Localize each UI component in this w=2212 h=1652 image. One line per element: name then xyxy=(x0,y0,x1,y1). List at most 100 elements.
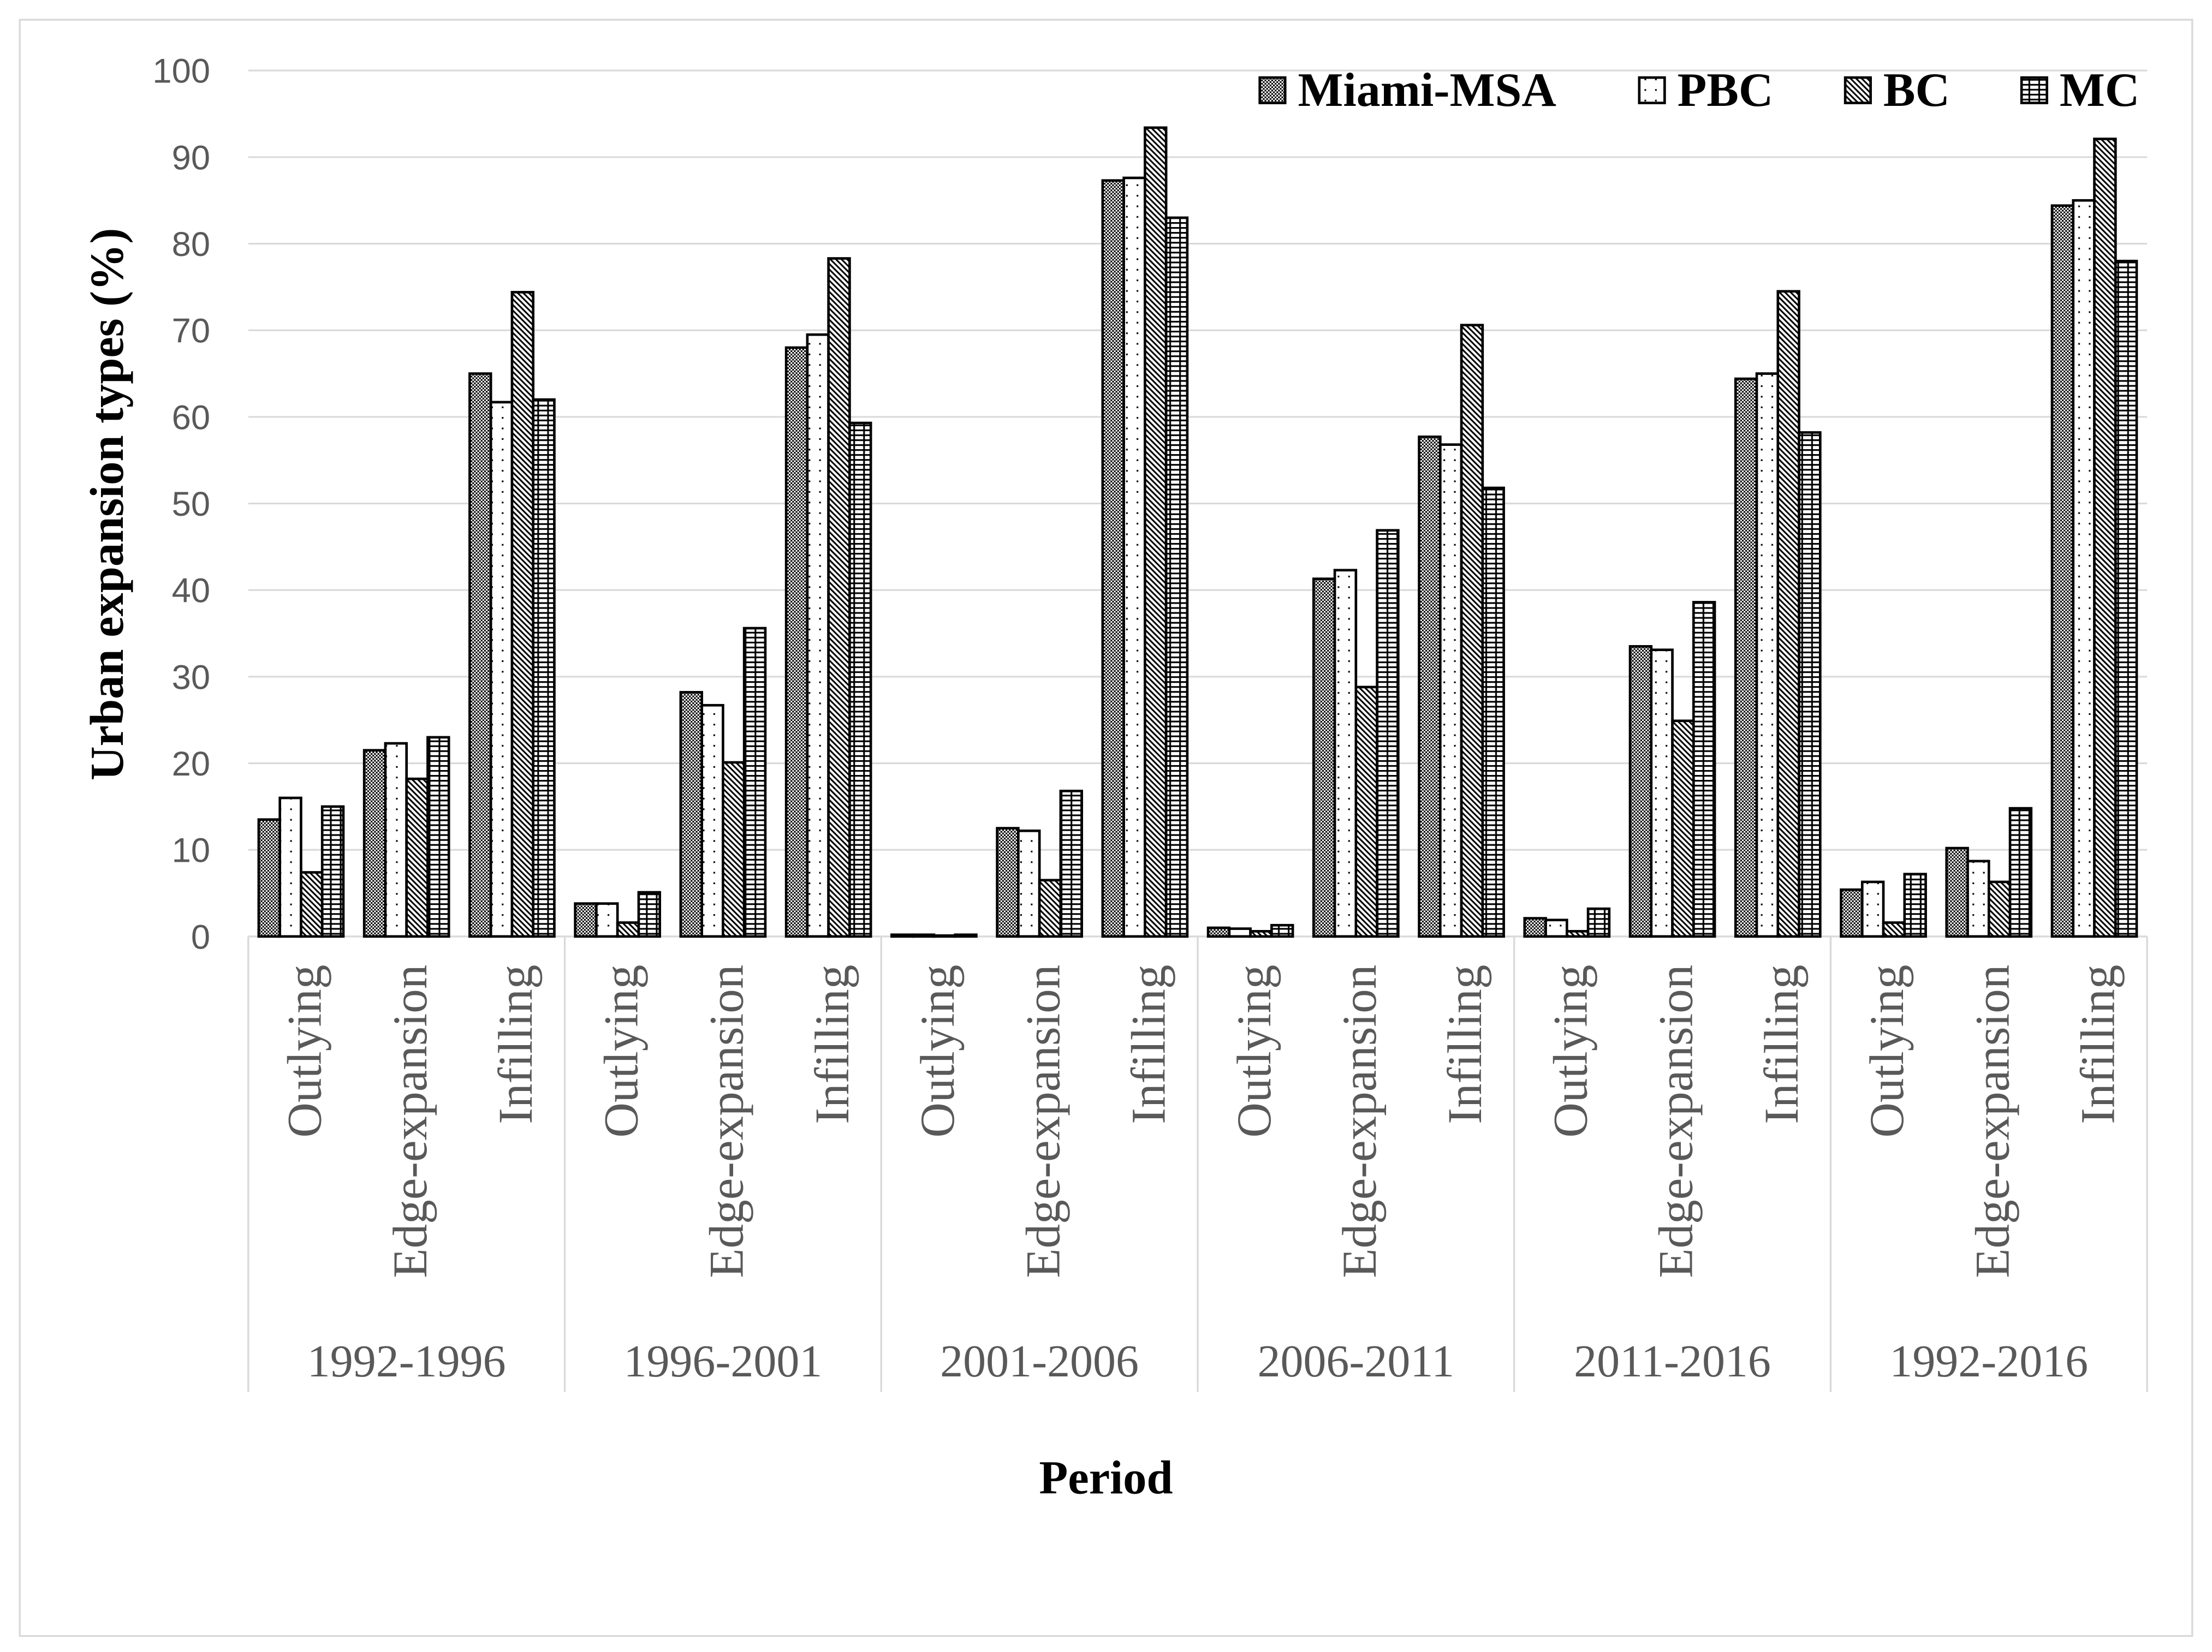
bar-pbc-infilling-2001-2006 xyxy=(1122,176,1146,938)
period-label: 1996-2001 xyxy=(623,1336,822,1387)
category-label-edge-expansion: Edge-expansion xyxy=(1650,965,1703,1278)
bar-pbc-edge-expansion-2006-2011 xyxy=(1333,569,1358,938)
bar-pbc-outlying-2011-2016 xyxy=(1544,919,1568,938)
bar-mc-infilling-1992-2016 xyxy=(2114,259,2138,938)
bar-miami-msa-infilling-1992-1996 xyxy=(468,372,492,938)
bar-mc-outlying-2001-2006 xyxy=(954,933,978,938)
bar-bc-outlying-1992-1996 xyxy=(300,871,324,938)
x-axis-title: Period xyxy=(1039,1452,1173,1504)
bar-pbc-outlying-2001-2006 xyxy=(911,933,936,938)
legend-item-mc: MC xyxy=(2020,64,2139,117)
bar-pbc-infilling-1996-2001 xyxy=(806,333,830,938)
bar-miami-msa-edge-expansion-2011-2016 xyxy=(1628,645,1653,938)
bar-miami-msa-edge-expansion-2006-2011 xyxy=(1312,577,1336,938)
bar-miami-msa-infilling-2011-2016 xyxy=(1734,377,1758,938)
bar-mc-outlying-2006-2011 xyxy=(1270,923,1294,938)
legend-label: PBC xyxy=(1678,64,1774,117)
bar-pbc-outlying-1996-2001 xyxy=(595,902,619,938)
legend-swatch xyxy=(1258,76,1287,104)
bar-bc-infilling-1996-2001 xyxy=(827,257,851,938)
category-label-infilling: Infilling xyxy=(1438,965,1492,1124)
bar-mc-infilling-2011-2016 xyxy=(1798,431,1822,938)
y-tick-label: 60 xyxy=(172,398,210,437)
y-tick-label: 50 xyxy=(172,485,210,523)
category-label-infilling: Infilling xyxy=(806,965,859,1124)
bar-bc-edge-expansion-2006-2011 xyxy=(1354,685,1378,938)
y-axis-title: Urban expansion types (%) xyxy=(81,228,133,780)
bar-miami-msa-infilling-2001-2006 xyxy=(1101,179,1125,938)
y-tick-label: 70 xyxy=(172,312,210,350)
bar-miami-msa-outlying-2011-2016 xyxy=(1523,917,1547,938)
bar-miami-msa-edge-expansion-2001-2006 xyxy=(996,827,1020,938)
category-label-infilling: Infilling xyxy=(2072,965,2125,1124)
gridlines xyxy=(248,69,2148,851)
bar-mc-outlying-1992-1996 xyxy=(320,805,345,938)
bar-miami-msa-infilling-1996-2001 xyxy=(784,346,809,938)
bar-mc-outlying-1996-2001 xyxy=(637,891,662,938)
bar-miami-msa-infilling-2006-2011 xyxy=(1418,436,1442,938)
bar-mc-infilling-1996-2001 xyxy=(848,421,872,938)
legend-swatch xyxy=(2020,76,2048,104)
bar-miami-msa-outlying-1992-2016 xyxy=(1840,888,1864,938)
y-tick-label: 40 xyxy=(172,572,210,610)
bar-pbc-outlying-2006-2011 xyxy=(1228,927,1252,938)
period-label: 1992-1996 xyxy=(307,1336,506,1387)
bar-bc-edge-expansion-2001-2006 xyxy=(1038,879,1062,938)
bar-miami-msa-outlying-2001-2006 xyxy=(890,933,914,938)
legend: Miami-MSA PBC BC MC xyxy=(1258,64,2139,117)
bar-miami-msa-infilling-1992-2016 xyxy=(2050,204,2075,938)
legend-swatch xyxy=(1638,76,1666,104)
bar-pbc-edge-expansion-1996-2001 xyxy=(700,703,724,938)
legend-item-bc: BC xyxy=(1844,64,1950,117)
bar-mc-edge-expansion-2001-2006 xyxy=(1059,790,1083,938)
bar-bc-edge-expansion-1996-2001 xyxy=(722,761,746,938)
category-axis-labels: Outlying Edge-expansion Infilling 1992-1996… xyxy=(278,965,2125,1387)
bar-bc-infilling-2006-2011 xyxy=(1460,324,1484,938)
bar-mc-infilling-2006-2011 xyxy=(1481,486,1505,938)
bar-mc-edge-expansion-2006-2011 xyxy=(1376,529,1400,938)
category-label-outlying: Outlying xyxy=(1544,965,1597,1138)
category-label-edge-expansion: Edge-expansion xyxy=(1966,965,2019,1278)
bar-bc-infilling-1992-1996 xyxy=(510,291,535,938)
y-tick-label: 100 xyxy=(152,52,210,91)
bar-pbc-infilling-2006-2011 xyxy=(1438,443,1463,938)
bar-miami-msa-outlying-2006-2011 xyxy=(1206,926,1231,938)
bar-miami-msa-outlying-1996-2001 xyxy=(574,902,598,938)
bar-bc-outlying-1996-2001 xyxy=(616,921,640,938)
category-label-edge-expansion: Edge-expansion xyxy=(1016,965,1070,1278)
bar-bc-outlying-2001-2006 xyxy=(932,934,956,938)
bar-miami-msa-edge-expansion-1996-2001 xyxy=(679,691,703,938)
period-label: 1992-2016 xyxy=(1889,1336,2088,1387)
bar-pbc-edge-expansion-1992-2016 xyxy=(1966,860,1990,938)
bar-bc-edge-expansion-1992-1996 xyxy=(405,777,429,938)
bar-pbc-outlying-1992-2016 xyxy=(1860,880,1885,938)
bars xyxy=(257,126,2138,938)
bar-bc-infilling-2001-2006 xyxy=(1144,126,1168,938)
period-label: 2006-2011 xyxy=(1257,1336,1454,1387)
bar-pbc-infilling-2011-2016 xyxy=(1755,372,1780,938)
legend-label: MC xyxy=(2060,64,2139,117)
category-label-outlying: Outlying xyxy=(1860,965,1914,1138)
bar-miami-msa-edge-expansion-1992-2016 xyxy=(1945,846,1969,938)
bar-pbc-outlying-1992-1996 xyxy=(278,796,302,938)
category-label-outlying: Outlying xyxy=(278,965,332,1138)
category-label-edge-expansion: Edge-expansion xyxy=(384,965,437,1278)
bar-bc-outlying-2011-2016 xyxy=(1565,930,1590,938)
bar-mc-edge-expansion-1992-2016 xyxy=(2008,807,2033,938)
legend-item-miami-msa: Miami-MSA xyxy=(1258,64,1556,117)
legend-item-pbc: PBC xyxy=(1638,64,1774,117)
category-label-outlying: Outlying xyxy=(594,965,648,1138)
bar-pbc-infilling-1992-2016 xyxy=(2072,199,2096,938)
bar-bc-outlying-2006-2011 xyxy=(1249,930,1273,938)
y-tick-label: 10 xyxy=(172,832,210,870)
bar-bc-edge-expansion-1992-2016 xyxy=(1987,880,2012,938)
bar-mc-edge-expansion-2011-2016 xyxy=(1692,601,1716,938)
y-tick-label: 0 xyxy=(191,918,210,956)
category-label-outlying: Outlying xyxy=(1228,965,1281,1138)
legend-label: Miami-MSA xyxy=(1298,64,1556,117)
category-label-outlying: Outlying xyxy=(911,965,965,1138)
bar-pbc-edge-expansion-1992-1996 xyxy=(384,742,408,938)
bar-bc-edge-expansion-2011-2016 xyxy=(1671,719,1695,938)
bar-mc-infilling-1992-1996 xyxy=(532,398,556,938)
